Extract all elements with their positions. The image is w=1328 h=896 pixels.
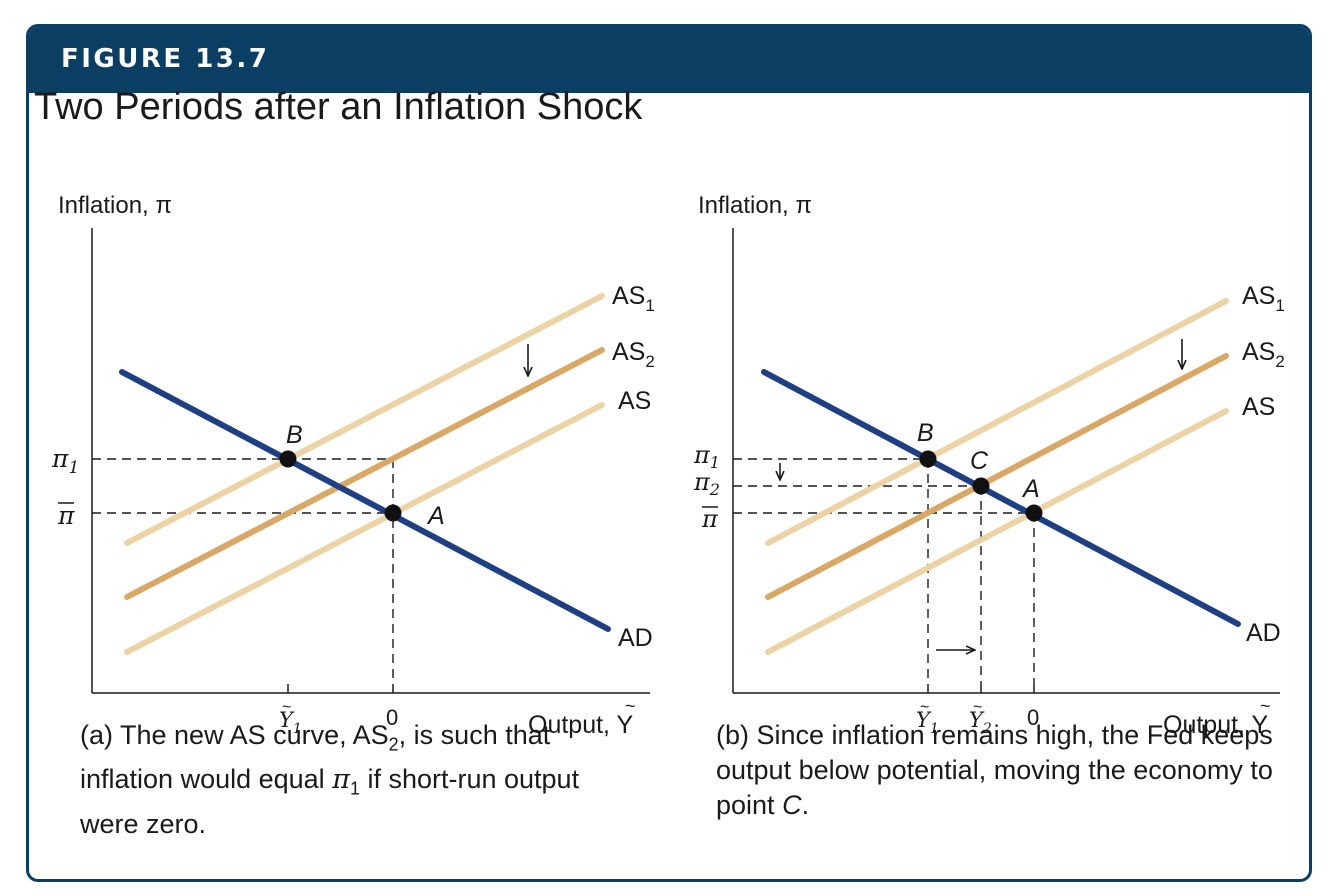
- panel-a-point-a: [384, 504, 402, 522]
- panel-a-as2-curve: [124, 347, 605, 600]
- panel-a-ad-curve: [119, 369, 611, 632]
- panel-b-pi2-tick-label: π2: [693, 468, 720, 499]
- panel-a-x-axis-label: Output, Y: [528, 711, 633, 739]
- panel-b-ad-label: AD: [1246, 619, 1281, 647]
- panel-a-as1-curve: [124, 293, 605, 546]
- figure-label: FIGURE 13.7: [61, 44, 270, 74]
- panel-b-as2-curve: [765, 353, 1229, 600]
- panel-a-as-curve: [124, 402, 605, 655]
- panel-a-caption: (a) The new AS curve, AS2, is such that …: [80, 720, 580, 839]
- panel-b-pi1-tick-label: π1: [693, 441, 720, 472]
- panel-b-ad-curve: [761, 369, 1241, 627]
- panel-b-pibar-tick-label: π: [701, 505, 719, 533]
- panel-a-as-label: AS: [618, 387, 651, 415]
- panel-b: Inflation, π AS1 AS2 AS AD B C A π1 π2 π…: [693, 192, 1285, 739]
- panel-b-y-axis-label: Inflation, π: [698, 192, 812, 219]
- panel-a-as2-label: AS2: [612, 338, 655, 371]
- panel-a-y1-tick-label: Y1: [279, 708, 302, 737]
- panel-b-y2-tick-label: Y2: [969, 708, 992, 737]
- panel-a-pibar-tick-label: π: [57, 501, 75, 530]
- panel-b-point-a: [1025, 504, 1043, 522]
- panel-a-y1-tilde: ~: [282, 699, 291, 716]
- figure-frame: FIGURE 13.7: [26, 24, 1312, 882]
- panel-b-point-a-label: A: [1021, 475, 1040, 503]
- figure-title: Two Periods after an Inflation Shock: [34, 86, 643, 128]
- figure-banner: FIGURE 13.7: [29, 27, 1309, 93]
- panel-b-as2-label: AS2: [1242, 338, 1285, 371]
- panel-b-x-axis-label: Output, Y: [1163, 711, 1268, 739]
- panel-a-y-axis-label: Inflation, π: [58, 192, 172, 219]
- panel-a-pi1-tick-label: π1: [51, 444, 79, 478]
- panel-b-as-curve: [765, 408, 1229, 655]
- panel-b-as-label: AS: [1242, 393, 1275, 421]
- panel-a: Inflation, π AS1 AS2 AS AD B A π1 π Y1 ~…: [51, 192, 655, 739]
- panel-b-y1-tilde: ~: [920, 699, 929, 716]
- panel-a-ad-label: AD: [618, 624, 653, 652]
- panel-a-point-b: [279, 450, 297, 468]
- panel-b-as1-label: AS1: [1242, 282, 1285, 315]
- panel-a-x-tilde: ~: [625, 696, 636, 716]
- panel-b-y2-tilde: ~: [973, 699, 982, 716]
- panel-a-zero-tick-label: 0: [386, 705, 398, 730]
- panel-a-as1-label: AS1: [612, 282, 655, 315]
- panel-a-point-b-label: B: [286, 421, 303, 449]
- panel-b-point-c: [972, 477, 990, 495]
- panel-b-caption: (b) Since inflation remains high, the Fe…: [716, 720, 1273, 820]
- panel-b-x-tilde: ~: [1260, 696, 1271, 716]
- panel-b-point-b-label: B: [917, 419, 934, 447]
- panel-b-point-b: [919, 450, 937, 468]
- panel-b-as1-curve: [765, 298, 1229, 546]
- panel-b-zero-tick-label: 0: [1027, 705, 1039, 730]
- panel-b-point-c-label: C: [970, 447, 989, 475]
- panel-b-y1-tick-label: Y1: [916, 708, 939, 737]
- panel-a-point-a-label: A: [426, 502, 445, 530]
